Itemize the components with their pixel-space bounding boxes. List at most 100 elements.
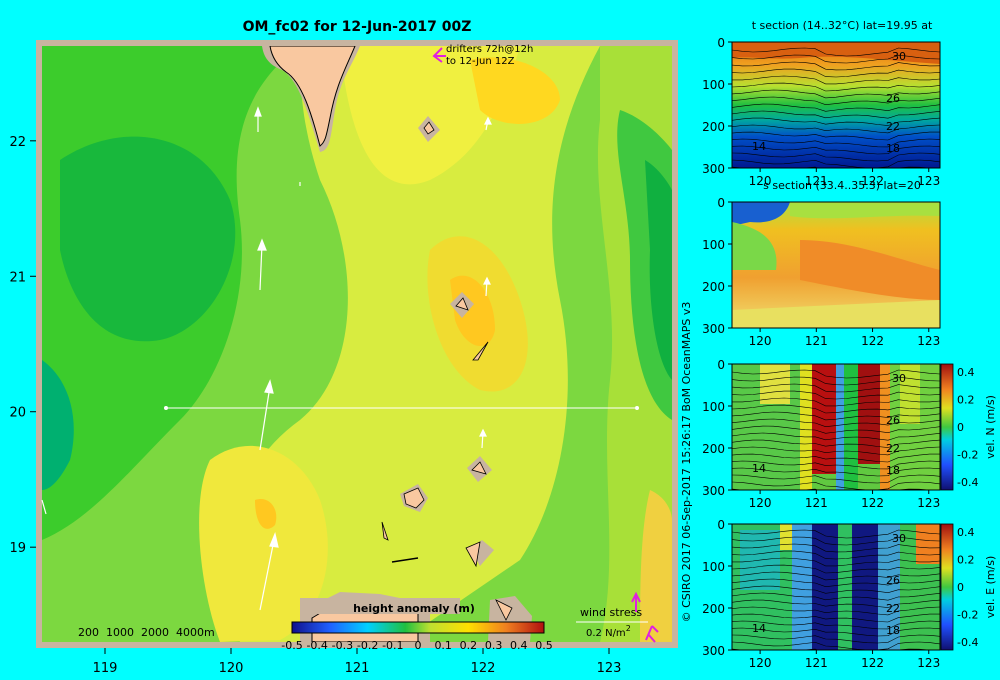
contour-label: 22 <box>886 442 900 455</box>
contour-line <box>732 390 940 400</box>
section-y-tick-label: 0 <box>717 196 725 210</box>
colorbar-tick-label: -0.3 <box>332 639 353 652</box>
contour-line <box>732 75 940 85</box>
contour-line <box>732 68 940 78</box>
contour-label: 22 <box>886 120 900 133</box>
section-y-tick-label: 300 <box>702 644 725 658</box>
section-y-tick-label: 0 <box>717 36 725 50</box>
contour-label: 14 <box>752 140 766 153</box>
contour-line <box>732 460 940 470</box>
map-y-tick-label: 20 <box>9 406 26 421</box>
contour-label: 26 <box>886 574 900 587</box>
contour-line <box>732 550 940 560</box>
contour-line <box>732 166 932 168</box>
colorbar-ramp <box>291 621 545 634</box>
map-axes: 119 120 121 122 123 19 20 21 22 <box>9 135 621 676</box>
section-line <box>164 406 639 410</box>
section-x-tick-label: 122 <box>861 334 884 348</box>
vn-colorbar-label: vel. N (m/s) <box>984 395 997 459</box>
contour-line <box>732 376 940 386</box>
contour-line <box>732 571 940 581</box>
velocity-colorbar-tick: -0.2 <box>957 609 978 622</box>
section-x-tick-label: 123 <box>917 496 940 510</box>
section-y-tick-label: 100 <box>702 78 725 92</box>
section-y-tick-label: 0 <box>717 358 725 372</box>
colorbar-tick-label: -0.5 <box>281 639 302 652</box>
colorbar-tick-label: 0.3 <box>485 639 503 652</box>
section-x-tick-label: 120 <box>749 656 772 670</box>
section-x-tick-label: 122 <box>861 496 884 510</box>
contour-label: 14 <box>752 622 766 635</box>
contour-line <box>732 613 940 623</box>
contour-line <box>732 138 940 148</box>
section-y-tick-label: 100 <box>702 560 725 574</box>
salinity-section: s section (33.4..35.3) lat=20 120 121 122 1… <box>702 179 941 348</box>
contour-line <box>732 481 940 490</box>
section-y-tick-label: 200 <box>702 120 725 134</box>
ve-colorbar <box>940 523 954 651</box>
wind-stress-legend: wind stress 0.2 N/m2 <box>576 591 659 643</box>
contour-line <box>732 96 940 106</box>
colorbar-tick-label: -0.4 <box>306 639 327 652</box>
map-x-tick-label: 123 <box>597 661 622 676</box>
map-y-tick-label: 19 <box>9 541 26 556</box>
drifters-legend: drifters 72h@12h to 12-Jun 12Z <box>432 44 533 67</box>
contour-line <box>732 543 940 553</box>
contour-label: 18 <box>886 624 900 637</box>
section-y-tick-label: 300 <box>702 484 725 498</box>
contour-line <box>732 606 940 616</box>
section-x-tick-label: 120 <box>749 334 772 348</box>
section-y-tick-label: 0 <box>717 518 725 532</box>
contour-line <box>732 634 940 644</box>
contour-line <box>732 529 940 539</box>
contour-label: 18 <box>886 464 900 477</box>
contour-label: 30 <box>892 532 906 545</box>
contour-line <box>732 453 940 463</box>
contour-line <box>732 467 940 477</box>
contour-line <box>732 103 940 112</box>
velocity-colorbar-tick: 0 <box>957 421 964 434</box>
contour-line <box>732 383 940 393</box>
contour-line <box>732 425 940 434</box>
velocity-colorbar-tick: -0.2 <box>957 449 978 462</box>
map-x-tick-label: 120 <box>219 661 244 676</box>
contour-line <box>732 418 940 428</box>
colorbar-tick-label: -0.2 <box>357 639 378 652</box>
contour-label: 18 <box>886 142 900 155</box>
contour-line <box>732 578 940 588</box>
height-colorbar: height anomaly (m) -0.5 -0.4 -0.3 -0.2 -0.1 0… <box>281 598 553 652</box>
contour-label: 30 <box>892 372 906 385</box>
velocity-east-section: 120 121 122 123 0 100 200 300 30 26 22 18 14 0.4 0.2 0… <box>702 518 997 670</box>
contour-line <box>732 599 940 608</box>
colorbar-tick-label: 0.5 <box>535 639 553 652</box>
contour-line <box>732 89 940 99</box>
map-title: OM_fc02 for 12-Jun-2017 00Z <box>243 19 472 35</box>
contour-label: 26 <box>886 92 900 105</box>
velocity-colorbar-tick: 0.2 <box>957 554 975 567</box>
section-y-tick-label: 200 <box>702 602 725 616</box>
section-y-tick-label: 300 <box>702 322 725 336</box>
depth-legend: 200 1000 2000 4000m <box>78 626 215 639</box>
section-y-tick-label: 200 <box>702 442 725 456</box>
contour-label: 14 <box>752 462 766 475</box>
wind-arrow-icon-2 <box>645 625 659 643</box>
velocity-colorbar-tick: -0.4 <box>957 476 978 489</box>
contour-line <box>732 47 940 57</box>
contour-line <box>732 488 932 490</box>
t-section-title: t section (14..32°C) lat=19.95 at <box>752 19 933 32</box>
contour-line <box>732 61 940 71</box>
section-x-tick-label: 120 <box>749 496 772 510</box>
current-arrows <box>41 106 492 611</box>
velocity-colorbar-tick: 0.4 <box>957 366 975 379</box>
contour-line <box>732 117 940 126</box>
section-x-tick-label: 122 <box>861 174 884 188</box>
map-y-tick-label: 22 <box>9 135 26 150</box>
contour-line <box>732 585 940 594</box>
colorbar-tick-label: 0.4 <box>510 639 528 652</box>
credit-text: © CSIRO 2017 06-Sep-2017 15:26:17 BoM Oc… <box>680 302 693 623</box>
colorbar-tick-label: -0.1 <box>382 639 403 652</box>
contour-line <box>732 474 940 484</box>
map-x-tick-label: 119 <box>93 661 118 676</box>
section-y-tick-label: 100 <box>702 400 725 414</box>
